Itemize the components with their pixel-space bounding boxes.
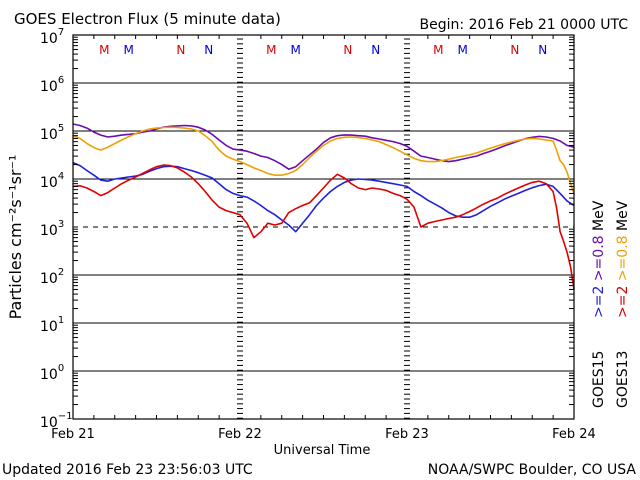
series-line bbox=[72, 126, 575, 194]
legend-satellite: GOES15 bbox=[591, 351, 607, 408]
x-tick-label: Feb 23 bbox=[385, 427, 429, 442]
legend-entry: >=2 bbox=[615, 286, 631, 318]
legend-entry: MeV bbox=[591, 200, 607, 235]
x-tick-label: Feb 21 bbox=[51, 427, 95, 442]
y-tick-exponent: 1 bbox=[58, 315, 64, 326]
position-marker: N bbox=[371, 43, 380, 57]
legend-entries: >=2 >=0.8 MeV bbox=[591, 200, 607, 318]
position-marker: M bbox=[99, 43, 109, 57]
legend-entry: >=0.8 bbox=[615, 235, 631, 285]
y-tick-exponent: 6 bbox=[58, 75, 64, 86]
begin-label: Begin: 2016 Feb 21 0000 UTC bbox=[420, 17, 629, 33]
position-marker: N bbox=[510, 43, 519, 57]
x-tick-label: Feb 24 bbox=[552, 427, 596, 442]
legend-entry: >=2 bbox=[591, 286, 607, 318]
legend-entry: MeV bbox=[615, 200, 631, 235]
position-marker: M bbox=[266, 43, 276, 57]
y-tick-exponent: 4 bbox=[58, 171, 64, 182]
position-marker: N bbox=[176, 43, 185, 57]
legend-satellite: GOES13 bbox=[615, 351, 631, 408]
y-tick-exponent: 5 bbox=[58, 123, 64, 134]
position-marker: M bbox=[290, 43, 300, 57]
position-marker: M bbox=[123, 43, 133, 57]
legend-entry: >=0.8 bbox=[591, 235, 607, 285]
updated-timestamp: Updated 2016 Feb 23 23:56:03 UTC bbox=[2, 462, 253, 478]
series-line bbox=[72, 123, 575, 170]
credit-label: NOAA/SWPC Boulder, CO USA bbox=[428, 462, 637, 478]
chart-title: GOES Electron Flux (5 minute data) bbox=[14, 10, 281, 28]
y-tick-exponent: 0 bbox=[58, 363, 64, 374]
series-line bbox=[72, 164, 575, 290]
x-axis-label: Universal Time bbox=[274, 443, 371, 458]
position-marker: N bbox=[343, 43, 352, 57]
position-marker: N bbox=[204, 43, 213, 57]
y-tick-exponent: 2 bbox=[58, 267, 64, 278]
position-marker: M bbox=[433, 43, 443, 57]
position-marker: N bbox=[538, 43, 547, 57]
y-tick-exponent: 7 bbox=[58, 27, 64, 38]
series-line bbox=[72, 161, 575, 233]
y-axis-label: Particles cm⁻²s⁻¹sr⁻¹ bbox=[6, 155, 25, 320]
position-marker: M bbox=[457, 43, 467, 57]
legend-entries: >=2 >=0.8 MeV bbox=[615, 200, 631, 318]
x-tick-label: Feb 22 bbox=[218, 427, 262, 442]
y-tick-exponent: 3 bbox=[58, 219, 64, 230]
y-tick-exponent: −1 bbox=[58, 411, 73, 422]
